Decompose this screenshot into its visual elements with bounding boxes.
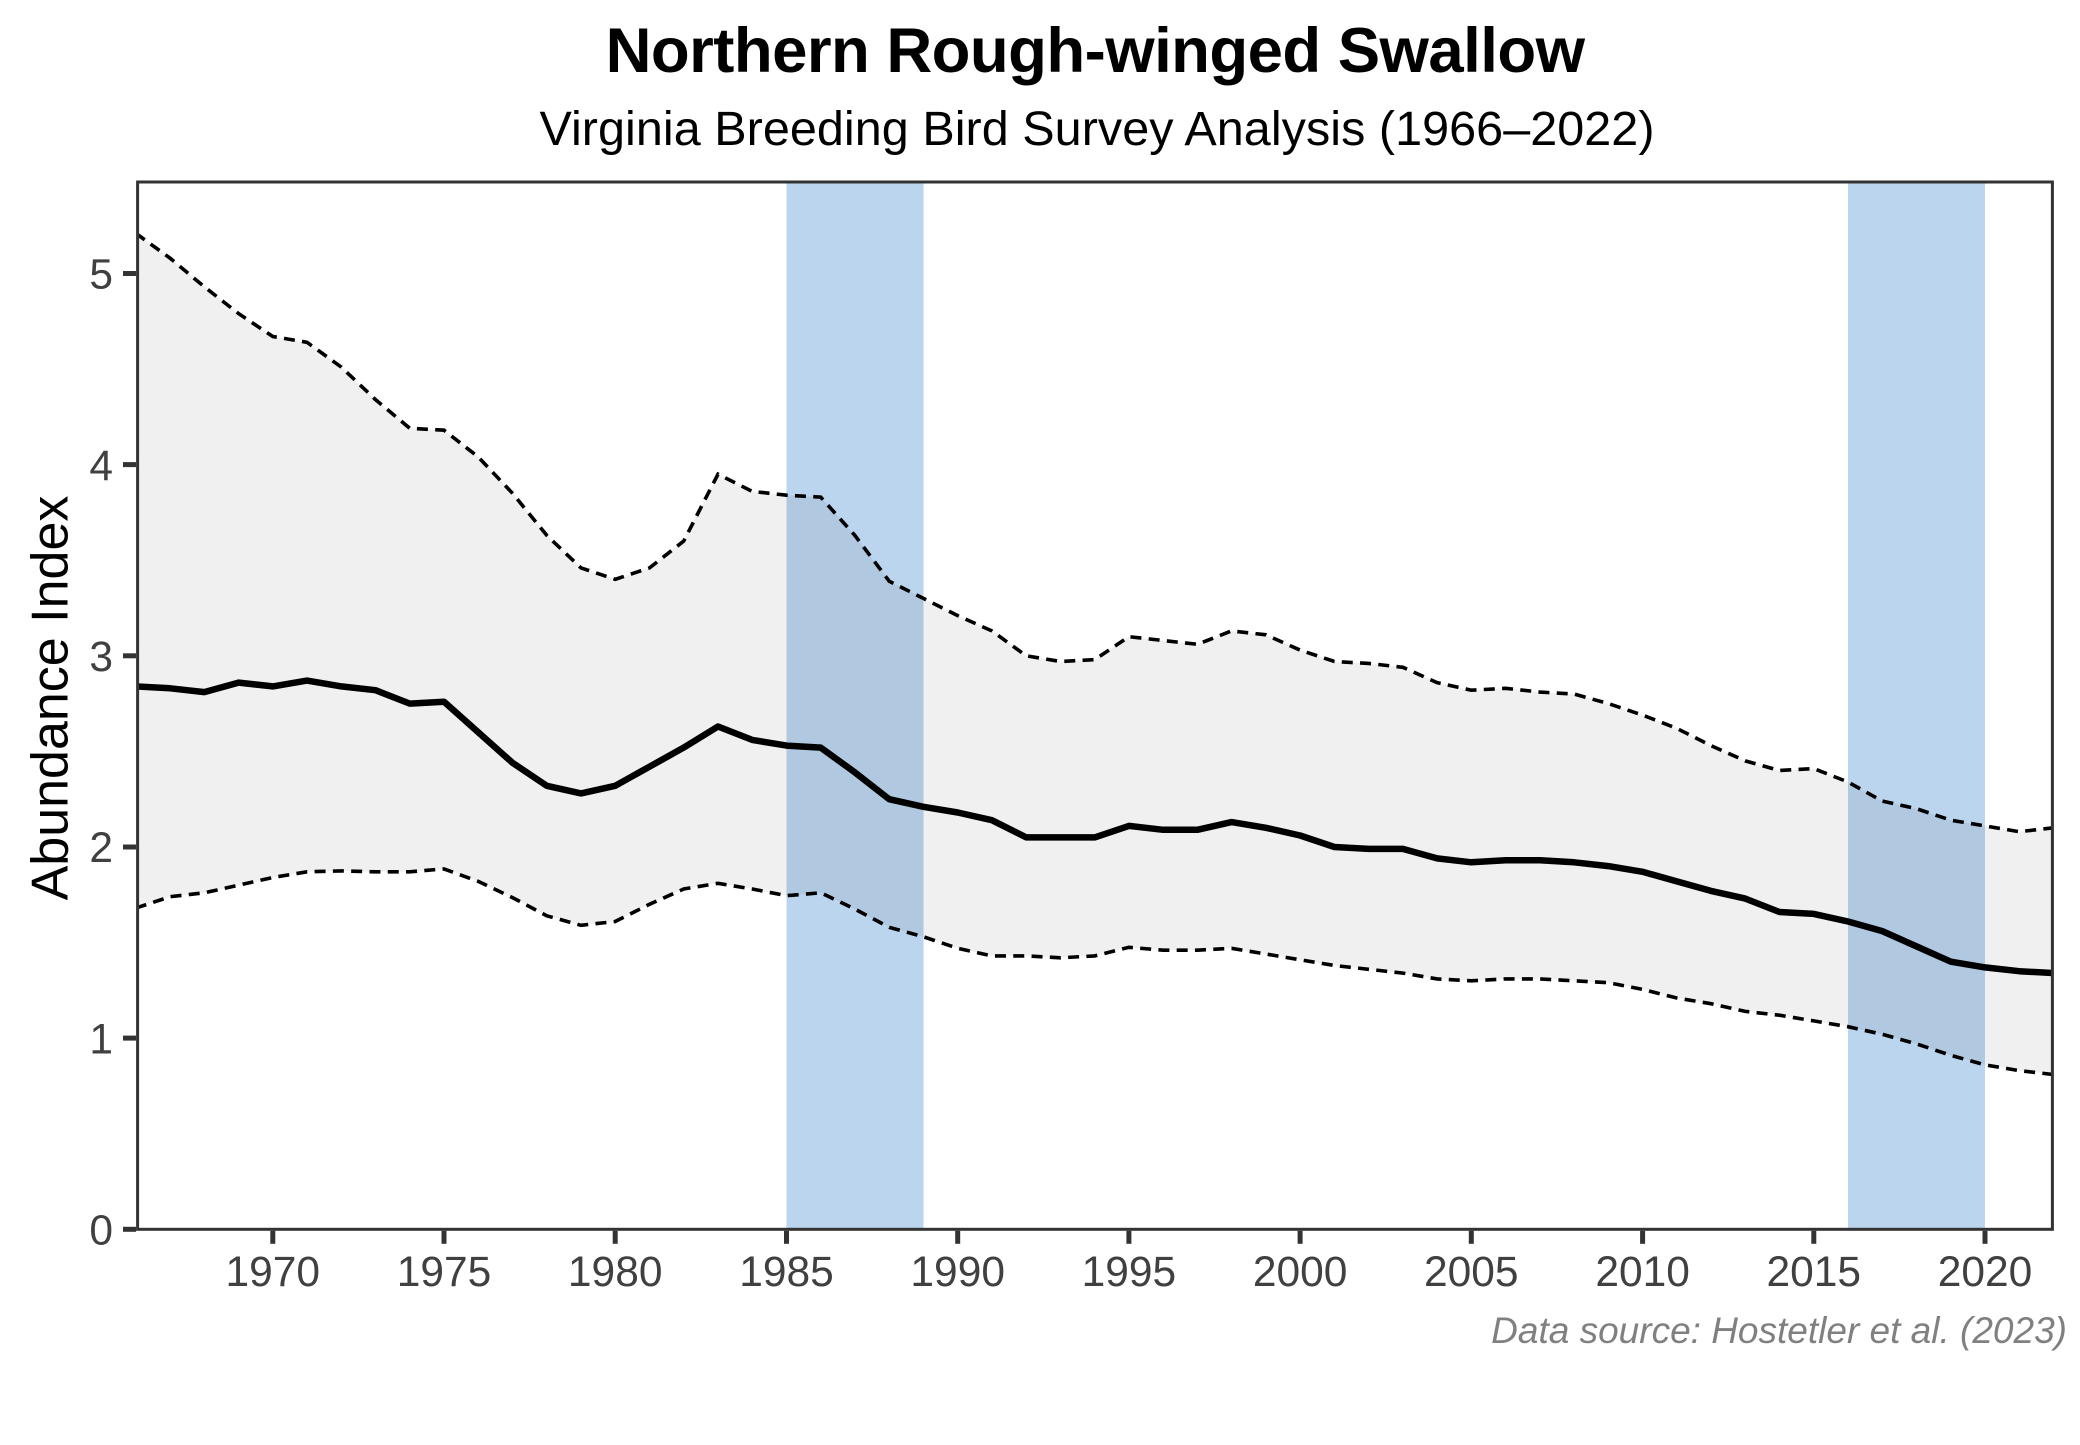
svg-text:4: 4 (89, 443, 113, 490)
svg-text:1985: 1985 (739, 1249, 834, 1296)
svg-text:1980: 1980 (568, 1249, 663, 1296)
svg-text:Virginia Breeding Bird Survey: Virginia Breeding Bird Survey Analysis (… (539, 102, 1654, 156)
svg-text:2015: 2015 (1767, 1249, 1862, 1296)
svg-text:5: 5 (89, 252, 113, 299)
svg-text:2: 2 (89, 825, 113, 872)
svg-text:1990: 1990 (910, 1249, 1005, 1296)
svg-text:1: 1 (89, 1016, 113, 1063)
svg-text:1970: 1970 (226, 1249, 321, 1296)
svg-text:0: 0 (89, 1208, 113, 1255)
svg-text:2020: 2020 (1938, 1249, 2033, 1296)
svg-text:2000: 2000 (1253, 1249, 1348, 1296)
svg-text:3: 3 (89, 634, 113, 681)
svg-text:2005: 2005 (1424, 1249, 1519, 1296)
svg-text:1975: 1975 (397, 1249, 492, 1296)
svg-text:Data source: Hostetler et al.: Data source: Hostetler et al. (2023) (1491, 1310, 2067, 1351)
svg-text:1995: 1995 (1082, 1249, 1177, 1296)
svg-text:Abundance Index: Abundance Index (22, 496, 80, 901)
svg-text:2010: 2010 (1595, 1249, 1690, 1296)
svg-text:Northern Rough-winged Swallow: Northern Rough-winged Swallow (606, 16, 1586, 86)
